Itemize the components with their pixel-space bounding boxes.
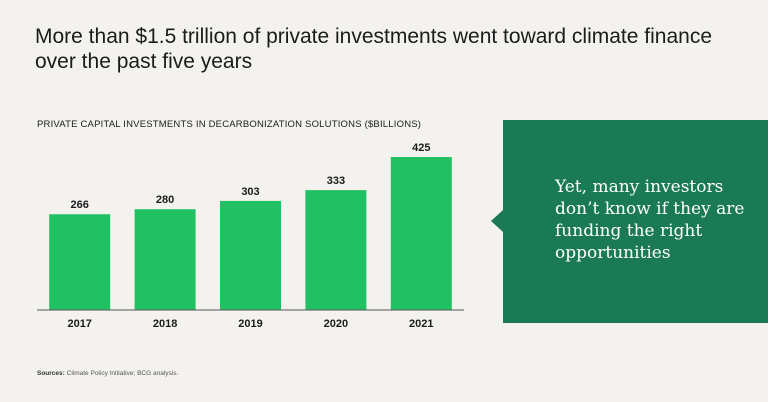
callout-pointer bbox=[491, 210, 503, 232]
x-tick-2020: 2020 bbox=[324, 318, 348, 330]
data-label-2017: 266 bbox=[71, 199, 89, 211]
sources-note: Sources: Climate Policy Initiative; BCG … bbox=[37, 370, 178, 377]
bar-2017 bbox=[49, 214, 111, 310]
data-label-2021: 425 bbox=[412, 142, 430, 154]
callout-box: Yet, many investors don’t know if they a… bbox=[491, 120, 768, 323]
callout-text: Yet, many investors don’t know if they a… bbox=[555, 177, 745, 263]
data-label-2019: 303 bbox=[241, 186, 259, 198]
bar-2021 bbox=[390, 157, 452, 310]
bar-2019 bbox=[220, 200, 281, 310]
x-tick-2019: 2019 bbox=[238, 318, 262, 330]
page-title: More than $1.5 trillion of private inves… bbox=[35, 25, 712, 73]
data-label-2020: 333 bbox=[327, 175, 345, 187]
chart-title: PRIVATE CAPITAL INVESTMENTS IN DECARBONI… bbox=[37, 119, 422, 130]
data-label-2018: 280 bbox=[156, 194, 174, 206]
x-tick-2021: 2021 bbox=[409, 318, 433, 330]
bar-2018 bbox=[134, 209, 196, 310]
sources-text: Climate Policy Initiative; BCG analysis. bbox=[66, 370, 179, 377]
x-tick-2018: 2018 bbox=[153, 318, 177, 330]
bar-2020 bbox=[305, 190, 367, 310]
x-tick-2017: 2017 bbox=[67, 318, 91, 330]
sources-label: Sources: bbox=[37, 370, 65, 377]
